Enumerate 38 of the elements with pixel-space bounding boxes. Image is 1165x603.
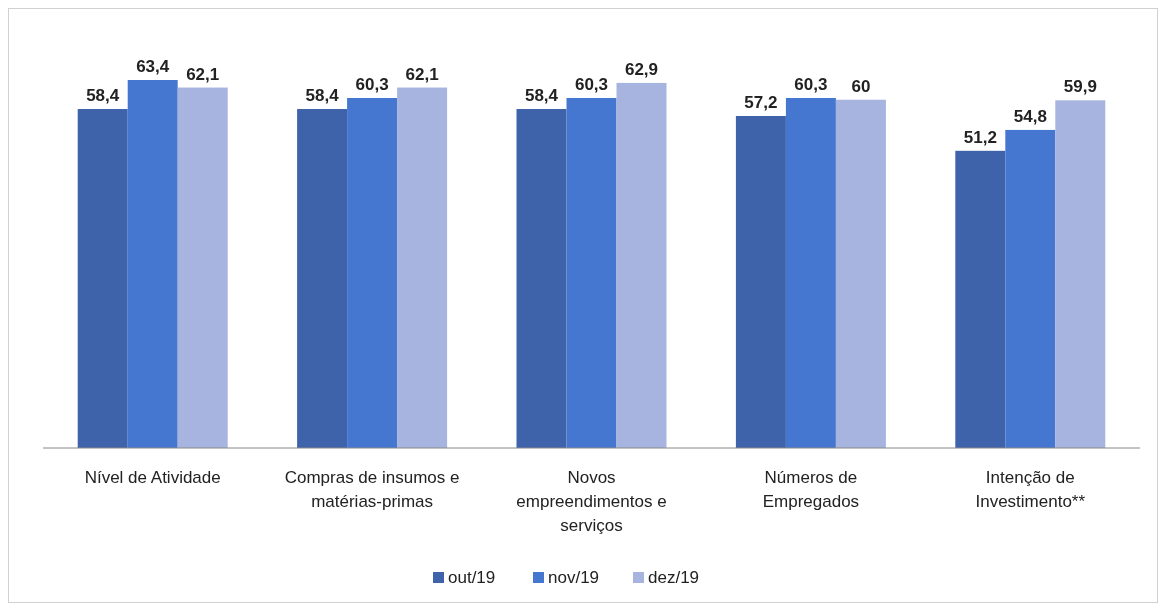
bar (566, 97, 617, 448)
data-label: 60,3 (574, 74, 609, 94)
bar (347, 97, 398, 448)
legend-label: out/19 (448, 568, 496, 587)
data-label: 63,4 (136, 57, 170, 76)
bar (735, 115, 786, 448)
data-label: 62,1 (405, 64, 439, 84)
bar (127, 80, 178, 448)
bar (785, 97, 836, 448)
bar (77, 109, 128, 448)
bar (297, 109, 348, 448)
bar (955, 150, 1006, 448)
bar (516, 109, 567, 448)
data-label: 58,4 (305, 86, 340, 106)
legend-label: dez/19 (648, 568, 700, 587)
bar (397, 87, 448, 448)
data-label: 58,4 (524, 86, 559, 106)
bar (177, 87, 228, 448)
data-label: 60 (851, 76, 871, 96)
x-tick-label: Números de Empregados (762, 468, 860, 511)
bar (835, 99, 886, 448)
bar (616, 82, 667, 448)
x-tick-label: Novos empreendimentos e serviços (516, 468, 667, 535)
data-label: 60,3 (794, 74, 828, 94)
x-tick-label: Intenção de Investimento** (975, 468, 1086, 511)
data-label: 60,3 (355, 74, 389, 94)
data-label: 51,2 (963, 127, 997, 147)
bar (1055, 100, 1106, 448)
data-label: 54,8 (1013, 106, 1047, 126)
x-tick-label: Compras de insumos e matérias-primas (284, 468, 460, 511)
legend-label: nov/19 (548, 568, 600, 587)
data-label: 59,9 (1063, 77, 1097, 97)
data-label: 62,9 (624, 59, 659, 79)
x-tick-label: Nível de Atividade (84, 468, 221, 487)
bar (1005, 129, 1056, 448)
data-label: 62,1 (186, 64, 220, 84)
data-label: 58,4 (86, 86, 120, 106)
data-label: 57,2 (744, 92, 778, 112)
